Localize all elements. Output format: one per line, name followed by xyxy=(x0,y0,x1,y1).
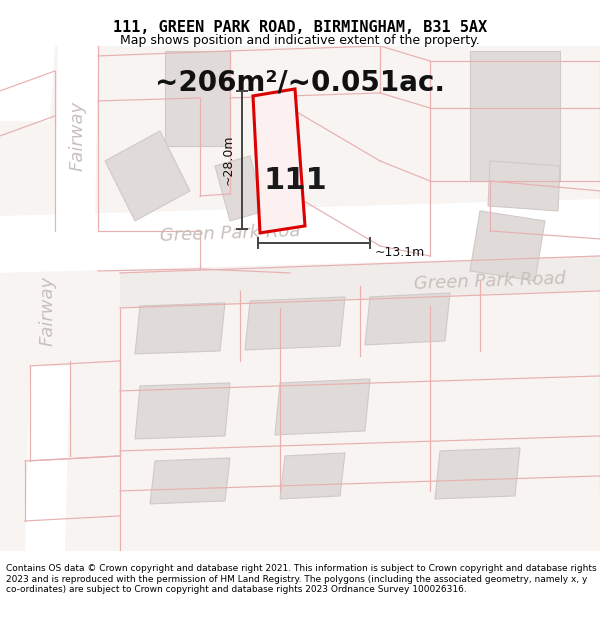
Text: Map shows position and indicative extent of the property.: Map shows position and indicative extent… xyxy=(120,34,480,47)
Polygon shape xyxy=(55,46,98,231)
Polygon shape xyxy=(0,46,55,121)
Polygon shape xyxy=(245,297,345,350)
Polygon shape xyxy=(120,256,600,308)
Polygon shape xyxy=(253,89,305,233)
Text: ~206m²/~0.051ac.: ~206m²/~0.051ac. xyxy=(155,69,445,97)
Polygon shape xyxy=(280,453,345,499)
Text: 111: 111 xyxy=(263,166,327,196)
Polygon shape xyxy=(165,51,230,146)
Text: ~13.1m: ~13.1m xyxy=(375,246,425,259)
Polygon shape xyxy=(365,293,450,345)
Text: Fairway: Fairway xyxy=(39,276,57,346)
Text: Fairway: Fairway xyxy=(69,101,87,171)
Text: ~28.0m: ~28.0m xyxy=(221,135,235,185)
Polygon shape xyxy=(135,383,230,439)
Polygon shape xyxy=(470,51,560,181)
Polygon shape xyxy=(470,211,545,281)
Polygon shape xyxy=(275,379,370,435)
Polygon shape xyxy=(488,161,560,211)
Text: Contains OS data © Crown copyright and database right 2021. This information is : Contains OS data © Crown copyright and d… xyxy=(6,564,596,594)
Polygon shape xyxy=(215,156,265,221)
Polygon shape xyxy=(435,448,520,499)
Polygon shape xyxy=(25,366,70,551)
Text: 111, GREEN PARK ROAD, BIRMINGHAM, B31 5AX: 111, GREEN PARK ROAD, BIRMINGHAM, B31 5A… xyxy=(113,20,487,35)
Polygon shape xyxy=(105,131,190,221)
Polygon shape xyxy=(150,458,230,504)
Polygon shape xyxy=(135,303,225,354)
Polygon shape xyxy=(0,199,600,273)
Text: Green Park Road: Green Park Road xyxy=(414,269,566,292)
Text: Green Park Roa: Green Park Roa xyxy=(160,222,301,246)
